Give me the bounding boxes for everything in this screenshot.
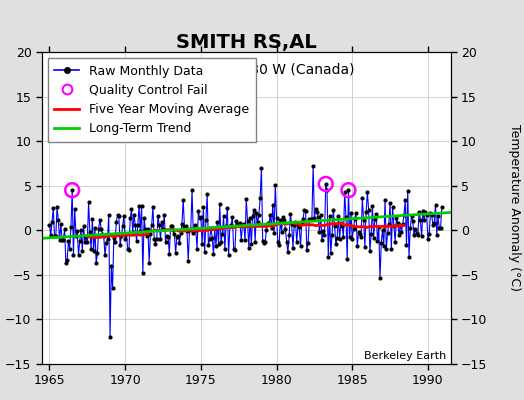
Legend: Raw Monthly Data, Quality Control Fail, Five Year Moving Average, Long-Term Tren: Raw Monthly Data, Quality Control Fail, … — [48, 58, 256, 142]
Text: 55.170 N, 114.030 W (Canada): 55.170 N, 114.030 W (Canada) — [138, 63, 354, 77]
Point — [322, 181, 330, 187]
Point — [344, 187, 353, 193]
Point — [68, 187, 77, 193]
Title: SMITH RS,AL: SMITH RS,AL — [176, 33, 316, 52]
Y-axis label: Temperature Anomaly (°C): Temperature Anomaly (°C) — [508, 124, 521, 292]
Text: Berkeley Earth: Berkeley Earth — [364, 351, 446, 361]
